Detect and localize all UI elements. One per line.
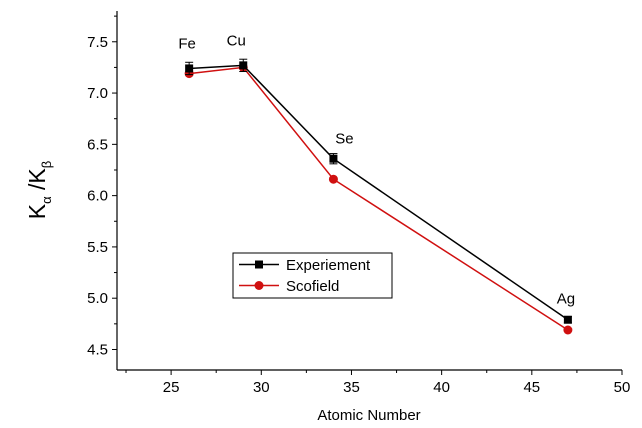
y-tick-label: 6.0: [87, 188, 108, 205]
x-axis-label: Atomic Number: [317, 407, 420, 424]
legend-marker-experiement: [255, 260, 263, 269]
y-tick-label: 5.5: [87, 239, 108, 256]
data-point-experiement: [563, 315, 572, 324]
series-line-experiement: [189, 64, 569, 321]
data-point-scofield: [563, 325, 573, 335]
data-point-scofield: [328, 174, 338, 184]
y-tick-label: 6.5: [87, 136, 108, 153]
annotation-layer: Fe Cu Se Ag: [178, 32, 575, 307]
data-point-experiement: [185, 64, 194, 73]
x-tick-label: 40: [433, 379, 450, 396]
y-axis-label: Kα /Kβ: [24, 161, 54, 219]
y-ticks: 4.5 5.0 5.5 6.0 6.5 7.0 7.5: [87, 15, 117, 358]
x-ticks: 25 30 35 40 45 50: [125, 370, 631, 396]
legend-label-experiement: Experiement: [286, 257, 371, 274]
data-point-experiement: [239, 61, 248, 70]
legend-label-scofield: Scofield: [286, 278, 339, 295]
x-tick-label: 45: [523, 379, 540, 396]
y-tick-label: 7.5: [87, 34, 108, 51]
data-point-experiement: [329, 154, 338, 163]
y-axis-label-beta: β: [39, 161, 54, 168]
x-tick-label: 50: [614, 379, 631, 396]
legend-marker-scofield: [254, 281, 264, 290]
point-annotation: Cu: [227, 32, 246, 49]
series-line-scofield: [189, 66, 569, 331]
y-tick-label: 5.0: [87, 290, 108, 307]
x-tick-label: 30: [253, 379, 270, 396]
y-tick-label: 7.0: [87, 85, 108, 102]
x-tick-label: 25: [163, 379, 180, 396]
series-layer: [184, 58, 573, 335]
plot-area: 25 30 35 40 45 50 4.5 5.0 5.5 6.0 6.5 7.0 7.5 Fe Cu S…: [87, 11, 630, 396]
point-annotation: Fe: [178, 35, 196, 52]
y-tick-label: 4.5: [87, 341, 108, 358]
legend: Experiement Scofield: [232, 252, 393, 299]
y-axis-label-separator: /K: [24, 168, 50, 197]
y-axis-label-main: K: [24, 203, 50, 219]
svg-text:Kα /Kβ: Kα /Kβ: [24, 161, 54, 219]
x-tick-label: 35: [343, 379, 360, 396]
y-axis-label-alpha: α: [39, 196, 54, 204]
point-annotation: Ag: [557, 291, 575, 308]
point-annotation: Se: [335, 131, 353, 148]
